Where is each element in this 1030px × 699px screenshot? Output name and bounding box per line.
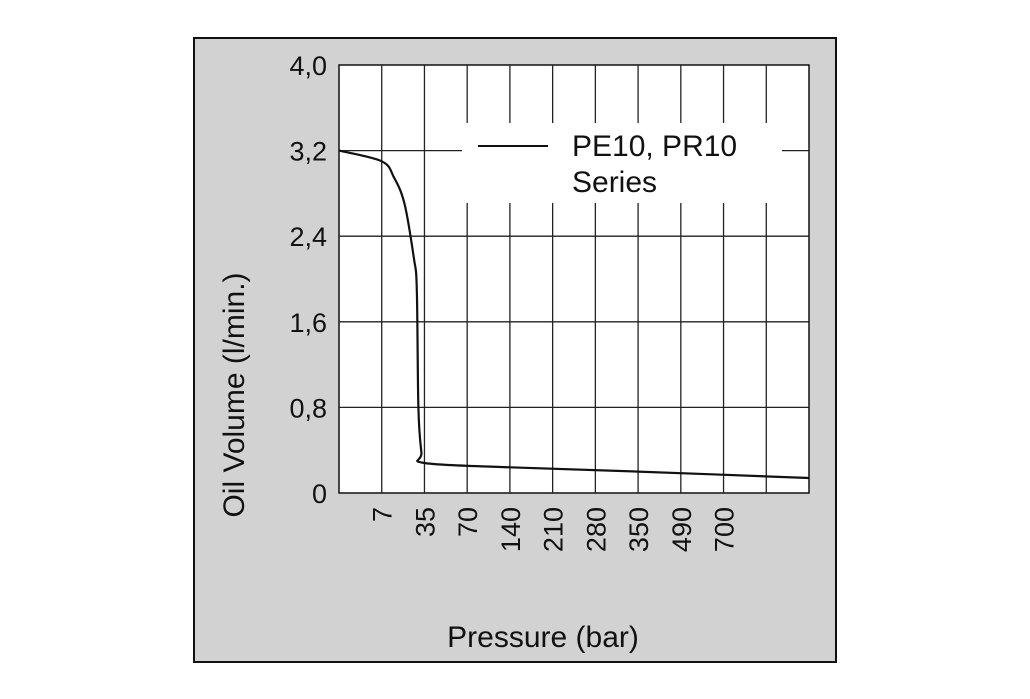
y-tick-label: 3,2	[289, 137, 327, 167]
legend-label-line-2: Series	[572, 166, 657, 199]
x-tick-label: 490	[667, 507, 697, 552]
x-tick-label: 700	[710, 507, 740, 552]
x-tick-label: 350	[624, 507, 654, 552]
y-tick-labels: 4,0 3,2 2,4 1,6 0,8 0	[289, 51, 327, 509]
legend-background	[462, 123, 782, 203]
x-tick-label: 7	[368, 507, 398, 522]
y-axis-label: Oil Volume (l/min.)	[218, 272, 251, 517]
y-tick-label: 4,0	[289, 51, 327, 81]
y-tick-label: 2,4	[289, 222, 327, 252]
y-tick-label: 1,6	[289, 308, 327, 338]
x-tick-label: 210	[539, 507, 569, 552]
y-tick-label: 0	[312, 479, 327, 509]
series-line	[338, 149, 810, 480]
x-tick-label: 140	[496, 507, 526, 552]
x-tick-label: 280	[581, 507, 611, 552]
x-tick-label: 70	[453, 507, 483, 537]
series-group	[338, 149, 810, 480]
legend: PE10, PR10 Series	[462, 123, 782, 203]
x-axis-label: Pressure (bar)	[447, 621, 639, 654]
y-tick-label: 0,8	[289, 393, 327, 423]
legend-label-line-1: PE10, PR10	[572, 130, 737, 163]
x-tick-label: 35	[410, 507, 440, 537]
x-tick-labels: 7 35 70 140 210 280 350 490 700	[368, 507, 740, 552]
